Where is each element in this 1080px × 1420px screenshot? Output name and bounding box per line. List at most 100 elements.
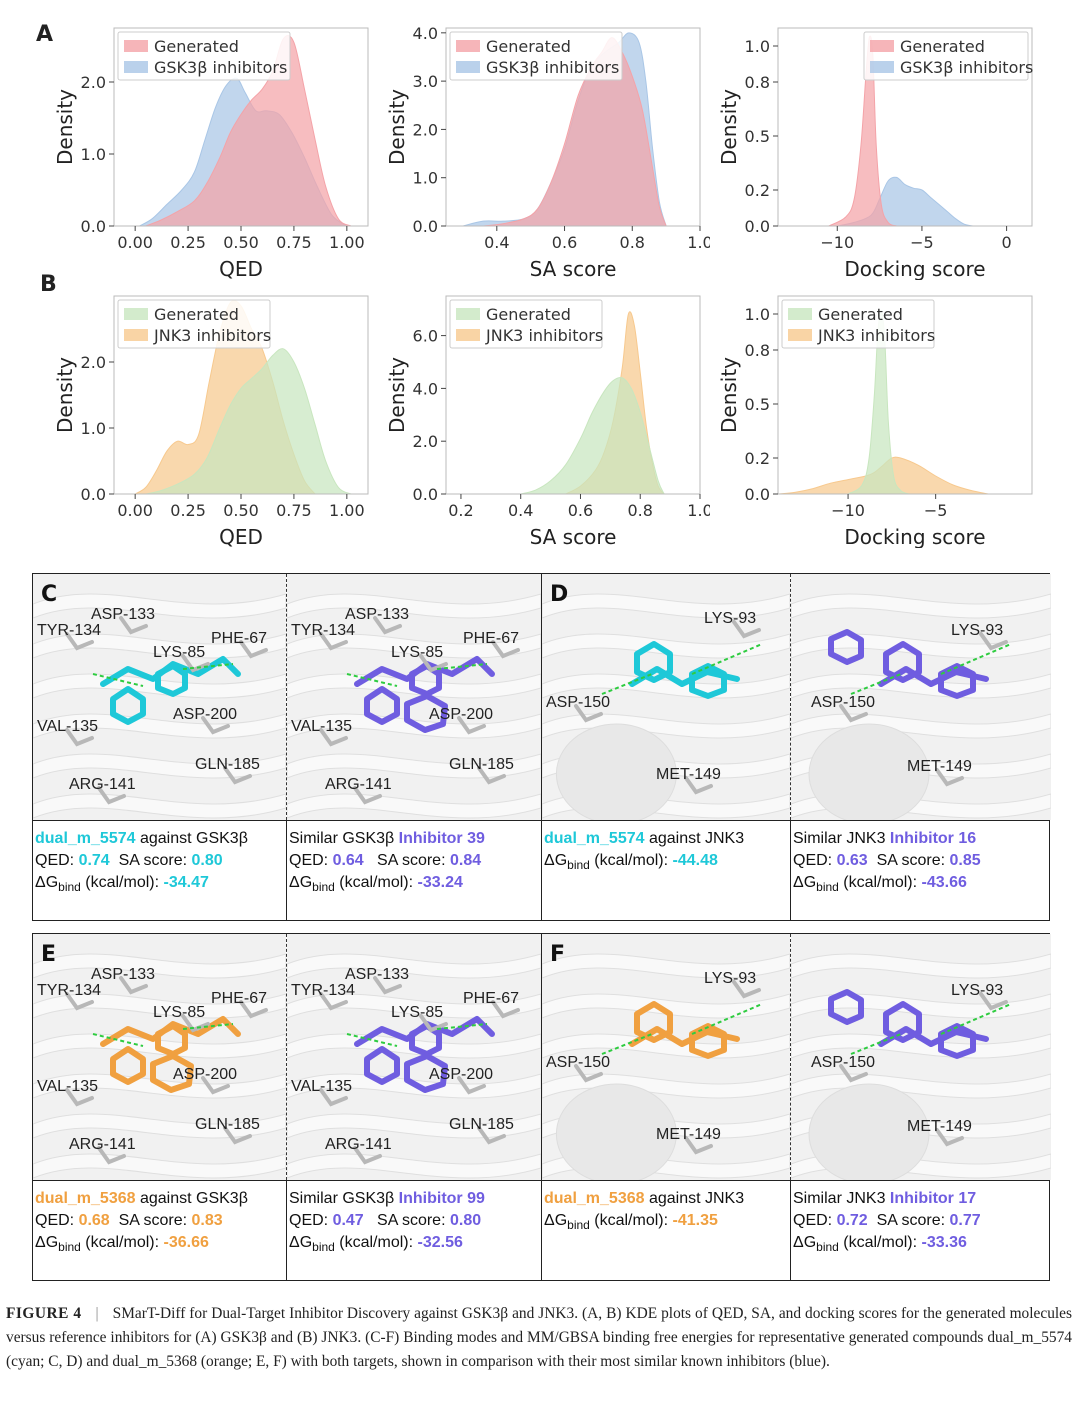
result-dg: ΔGbind (kcal/mol): -43.66 [793,872,1049,898]
y-tick-label: 0.8 [745,341,770,360]
sa-value: 0.85 [949,852,981,869]
residue-stick [732,620,761,639]
residue-sticks [65,976,268,1165]
ribbon-strand [542,953,790,979]
dg-value: -36.66 [163,1234,209,1251]
caption-col-divider [790,820,791,920]
hbond-line [691,1003,763,1035]
dg-unit: (kcal/mol): [589,1212,673,1229]
result-title: Similar JNK3 Inhibitor 16 [793,828,1049,850]
dg-subscript: bind [312,1240,335,1255]
ligand-ring [938,663,976,699]
y-tick-label: 0.8 [745,73,770,92]
result-qed-sa: QED: 0.68 SA score: 0.83 [35,1210,284,1232]
ribbon-strand [791,593,1051,619]
residue-label: LYS-85 [391,644,444,661]
ribbon-strand [287,593,541,619]
dg-subscript: bind [58,880,81,895]
legend-box [863,31,1029,81]
result-title: Similar JNK3 Inhibitor 17 [793,1188,1049,1210]
residue-label: GLN-185 [195,756,260,773]
residue-stick [373,976,402,995]
dg-unit: (kcal/mol): [80,1234,164,1251]
ribbon-strand [791,673,1051,699]
legend-swatch [456,308,480,320]
ligand-ring [634,1001,673,1043]
dg-subscript: bind [567,1218,590,1233]
binding-pose-image-e-right: ASP-133 TYR-134 LYS-85 PHE-67 VAL-135 ASP-200… [287,934,541,1180]
binding-pose-svg [542,953,790,1180]
ribbon-strand [33,753,286,779]
residue-stick [319,1088,348,1107]
residue-label: ASP-133 [91,966,156,983]
ligand-ring [404,693,448,733]
compound-name: Inhibitor 99 [398,1190,485,1207]
legend-label: Generated [486,305,571,324]
caption-col-divider [286,820,287,920]
result-prefix: Similar GSK3β [289,1190,399,1207]
residue-label: ASP-150 [546,694,611,711]
kde-area-generated [145,35,353,227]
ribbon-strand [542,673,790,699]
binding-pose-image-c-left: ASP-133 TYR-134 LYS-85 PHE-67 VAL-135 ASP-200… [33,574,286,820]
legend-label: Generated [818,305,903,324]
hbond-line [346,1033,398,1047]
x-tick-label: 0.25 [170,233,206,252]
residue-stick [574,704,603,723]
residue-label: MET-149 [656,1126,721,1143]
legend-box [449,299,603,349]
y-tick-label: 6.0 [413,327,438,346]
hbond-line [182,663,234,670]
ligand-ring [155,1023,188,1057]
panel-row-2: ASP-133 TYR-134 LYS-85 PHE-67 VAL-135 ASP-200… [32,933,1051,1281]
dg-value: -33.24 [417,874,463,891]
result-dg: ΔGbind (kcal/mol): -36.66 [35,1232,284,1258]
ribbon-strand [791,953,1051,979]
sa-value: 0.83 [191,1212,223,1229]
panel-letter-c: C [41,582,58,607]
residue-label: VAL-135 [291,718,353,735]
result-prefix: Similar JNK3 [793,1190,890,1207]
residue-label: ARG-141 [325,776,392,793]
legend-swatch [788,308,812,320]
hbond-line [182,1023,234,1030]
hbonds [850,643,1012,695]
y-axis-label: Density [53,357,77,433]
panel-letter-d: D [550,582,569,607]
result-dg: ΔGbind (kcal/mol): -33.24 [289,872,539,898]
ribbon-strand [542,1033,790,1059]
dg-value: -34.47 [163,874,209,891]
result-dg: ΔGbind (kcal/mol): -33.36 [793,1232,1049,1258]
caption-col-divider [790,1180,791,1280]
kde-chart-b-sa: 0.2 0.4 0.6 0.8 1.0 0.0 2.0 4.0 6.0 SA score Densi… [385,295,710,548]
x-axis-label: SA score [530,525,617,548]
compound-name: Inhibitor 17 [889,1190,977,1207]
binding-pose-image-d-left: LYS-93 ASP-150 MET-149 D [542,574,790,820]
residue-stick [457,1076,486,1095]
residue-sticks [574,620,761,795]
y-axis-label: Density [385,89,409,165]
dg-label: ΔG [35,874,59,891]
x-tick-label: 0.6 [552,233,577,252]
ligand-ring [634,641,673,683]
hbonds [346,1023,488,1047]
residue-label: ASP-133 [345,606,410,623]
ribbon-strand [791,1033,1051,1059]
ligand-ring [155,663,188,697]
kde-area-generated [520,376,665,495]
ribbon-strand [791,1073,1051,1099]
x-tick-label: 0.8 [620,233,645,252]
ribbon-strand [287,633,541,659]
residue-label: ASP-133 [345,966,410,983]
residue-stick [239,640,268,659]
kde-area-generated [145,348,352,495]
ligand-chain [629,1026,740,1047]
ribbon-strand [33,1113,286,1139]
x-tick-label: −10 [820,233,854,252]
y-tick-label: 4.0 [413,24,438,43]
kde-chart-a-qed: 0.00 0.25 0.50 0.75 1.00 0.0 1.0 2.0 QED Density G… [53,27,369,280]
ligand [828,989,989,1059]
qed-value: 0.63 [836,852,868,869]
hbond-line [346,673,398,687]
ribbon-strand [33,633,286,659]
